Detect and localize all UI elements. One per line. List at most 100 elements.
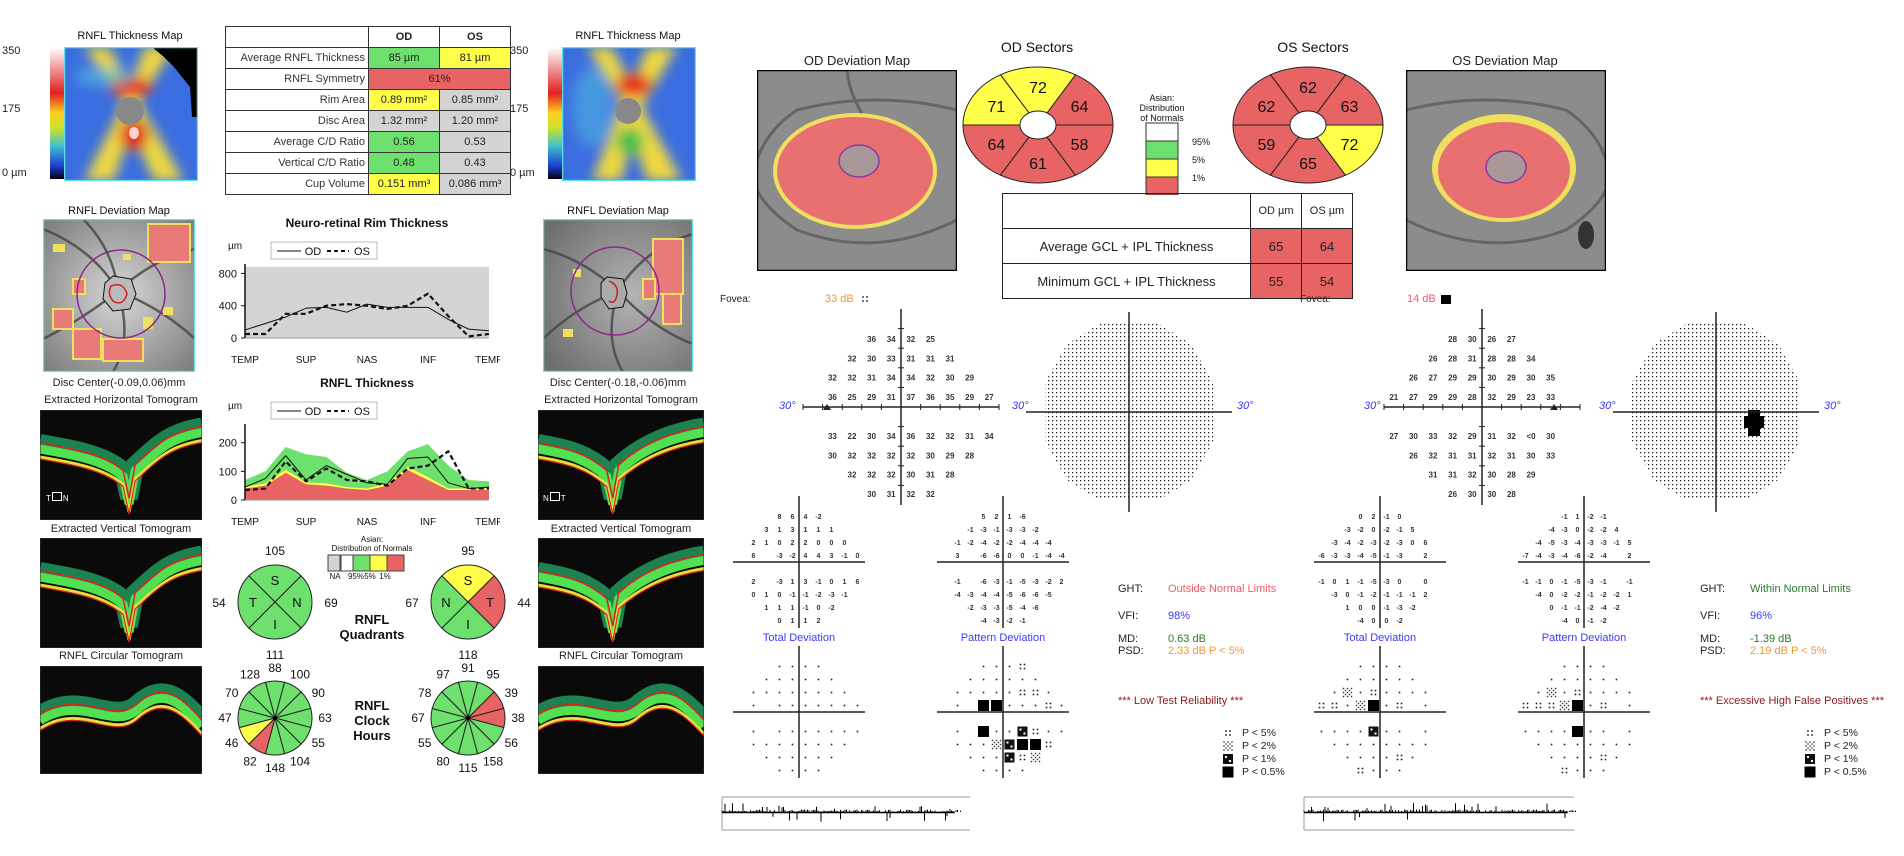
field-value: -2 bbox=[815, 514, 821, 521]
field-value: -3 bbox=[993, 579, 999, 586]
prob-normal-dot bbox=[1021, 678, 1024, 681]
grayscale-dots bbox=[1632, 324, 1800, 500]
field-value: -3 bbox=[1331, 540, 1337, 547]
field-value: -2 bbox=[1409, 605, 1415, 612]
od-quadrant-value-I: 111 bbox=[266, 648, 285, 662]
prob-1-symbol bbox=[1004, 739, 1015, 750]
field-value: 1 bbox=[791, 579, 795, 586]
field-value: -5 bbox=[1370, 553, 1376, 560]
x-tick-label: SUP bbox=[296, 355, 317, 366]
row-value-os: 0.85 mm² bbox=[439, 89, 511, 111]
od-pattern-deviation-probability bbox=[956, 663, 1063, 772]
gcl-legend-swatch-green bbox=[1145, 140, 1179, 160]
prob-normal-dot bbox=[830, 678, 833, 681]
prob-normal-dot bbox=[1550, 743, 1553, 746]
field-value: 2 bbox=[1060, 579, 1064, 586]
field-value: -1 bbox=[1357, 579, 1363, 586]
os-total-deviation-probability bbox=[1318, 665, 1427, 774]
field-value: 1 bbox=[791, 618, 795, 625]
field-value: -6 bbox=[980, 579, 986, 586]
gcl-legend-label: 95% bbox=[1192, 137, 1210, 147]
field-value: 31 bbox=[946, 354, 955, 363]
field-value: 30 bbox=[1487, 471, 1496, 480]
field-value: 1 bbox=[1628, 592, 1632, 599]
field-value: 32 bbox=[946, 432, 955, 441]
prob-normal-dot bbox=[765, 743, 768, 746]
field-value: 31 bbox=[1429, 471, 1438, 480]
prob-normal-dot bbox=[1372, 665, 1375, 668]
field-value: 32 bbox=[1487, 451, 1496, 460]
field-value: -2 bbox=[1587, 527, 1593, 534]
od-circular-tomogram bbox=[40, 666, 202, 774]
os-sector-1 bbox=[1269, 66, 1347, 126]
os-fovea-value: 14 dB bbox=[1407, 293, 1436, 305]
prob-normal-dot bbox=[1008, 691, 1011, 694]
od-circular-tomogram-title: RNFL Circular Tomogram bbox=[58, 650, 184, 662]
row-value-od: 0.56 bbox=[368, 131, 440, 153]
os-sensitivity-grid: 28 30 26 27 26 28 31 28 28 34 26 27 29 29 30 29 30 35 21 27… bbox=[1389, 335, 1555, 499]
field-value: 32 bbox=[1429, 451, 1438, 460]
prob-normal-dot bbox=[791, 691, 794, 694]
field-value: -2 bbox=[1613, 592, 1619, 599]
field-value: 32 bbox=[848, 354, 857, 363]
field-value: 30 bbox=[1527, 374, 1536, 383]
prob-normal-dot bbox=[752, 691, 755, 694]
field-value: 31 bbox=[1507, 451, 1516, 460]
os-vfi-label: VFI: bbox=[1700, 610, 1721, 622]
field-value: 30 bbox=[1487, 374, 1496, 383]
field-value: 0 bbox=[843, 540, 847, 547]
field-value: 3 bbox=[791, 527, 795, 534]
field-value: 30 bbox=[1409, 432, 1418, 441]
gcl-os: 64 bbox=[1301, 228, 1353, 264]
field-value: 31 bbox=[887, 490, 896, 499]
prob-normal-dot bbox=[830, 743, 833, 746]
os-pattern-deviation-grid: -1 1 -2 -1 -4 -3 0 -2 -2 4 -4 -5 -3 -4 -3 -3 -1 5 -7 -4 -3 -4… bbox=[1522, 514, 1632, 625]
field-value: 0 bbox=[1398, 579, 1402, 586]
os-quadrant-letter-I: I bbox=[466, 617, 470, 632]
legend-swatch-red bbox=[386, 554, 405, 572]
gcl-label: Average GCL + IPL Thickness bbox=[1002, 228, 1251, 264]
prob-0-5-symbol bbox=[1222, 766, 1234, 778]
prob-normal-dot bbox=[1589, 704, 1592, 707]
od-quadrant-value-T: 54 bbox=[212, 596, 226, 610]
prob-normal-dot bbox=[1398, 678, 1401, 681]
prob-normal-dot bbox=[804, 769, 807, 772]
field-value: -1 bbox=[1587, 592, 1593, 599]
prob-2-symbol bbox=[1546, 687, 1557, 698]
os-ght-label: GHT: bbox=[1700, 583, 1726, 595]
field-value: 3 bbox=[804, 579, 808, 586]
field-value: -4 bbox=[954, 592, 960, 599]
field-value: 32 bbox=[926, 432, 935, 441]
prob-normal-dot bbox=[791, 743, 794, 746]
os-deviation-map-title: RNFL Deviation Map bbox=[567, 205, 669, 217]
prob-0-5-symbol bbox=[978, 700, 989, 711]
field-value: -2 bbox=[789, 553, 795, 560]
field-value: -3 bbox=[1561, 540, 1567, 547]
prob-normal-dot bbox=[817, 756, 820, 759]
prob-normal-dot bbox=[969, 678, 972, 681]
field-value: -3 bbox=[1396, 553, 1402, 560]
prob-2-symbol bbox=[1223, 741, 1233, 751]
prob-normal-dot bbox=[956, 730, 959, 733]
field-value: -4 bbox=[1058, 553, 1064, 560]
od-quadrant-letter-S: S bbox=[271, 573, 280, 588]
prob-1-symbol bbox=[1223, 754, 1233, 764]
gcl-legend-title: Distribution bbox=[1139, 103, 1184, 113]
field-value: 1 bbox=[791, 605, 795, 612]
field-value: -1 bbox=[1409, 592, 1415, 599]
os-clock-value-9: 67 bbox=[411, 711, 425, 725]
field-value: 1 bbox=[804, 527, 808, 534]
od-sector-value: 58 bbox=[1071, 137, 1089, 154]
od-quadrant-letter-N: N bbox=[292, 595, 301, 610]
field-value: 0 bbox=[830, 579, 834, 586]
prob-1-symbol bbox=[1805, 754, 1815, 764]
x-tick-label: TEMP bbox=[475, 355, 500, 366]
orientation-right: T bbox=[560, 494, 566, 503]
field-value: -1 bbox=[1006, 579, 1012, 586]
os-quadrant-N bbox=[430, 575, 469, 629]
field-value: 26 bbox=[1487, 335, 1496, 344]
os-sector-value: 59 bbox=[1258, 137, 1276, 154]
prob-normal-dot bbox=[817, 665, 820, 668]
os-pd-prob-axes bbox=[1518, 646, 1650, 778]
prob-normal-dot bbox=[1060, 704, 1063, 707]
